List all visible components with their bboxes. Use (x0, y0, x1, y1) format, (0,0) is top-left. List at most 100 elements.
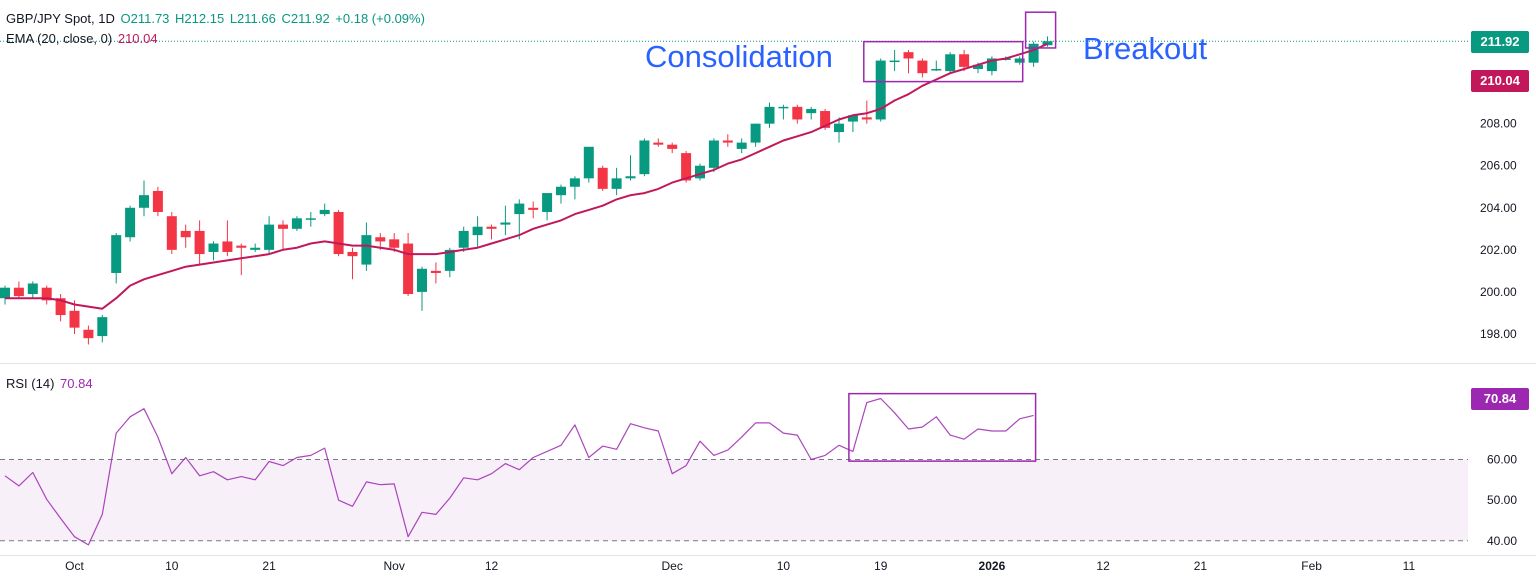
price-tick-label: 204.00 (1480, 201, 1517, 215)
price-tick-label: 200.00 (1480, 285, 1517, 299)
rsi-layer (4, 397, 1034, 546)
candle-body (583, 146, 594, 179)
candle-body (472, 226, 483, 236)
low-value: L211.66 (229, 11, 276, 26)
candle-body (361, 235, 372, 265)
candle-body (542, 193, 553, 212)
candle-body (389, 239, 400, 248)
rsi-line (4, 397, 1034, 546)
candle-body (111, 235, 122, 273)
candle-body (319, 209, 330, 215)
candle-body (708, 140, 719, 168)
candles-layer (0, 36, 1053, 345)
candle-body (403, 243, 414, 295)
price-tick-label: 202.00 (1480, 243, 1517, 257)
candle-body (208, 243, 219, 252)
candle-body (889, 60, 900, 63)
price-legend: GBP/JPY Spot, 1D O211.73 H212.15 L211.66… (6, 11, 427, 26)
change-value: +0.18 (+0.09%) (335, 11, 425, 26)
time-tick-label: 11 (1403, 559, 1416, 573)
candle-body (639, 140, 650, 175)
candle-body (83, 329, 94, 339)
candle-body (152, 190, 163, 212)
candle-body (973, 64, 983, 69)
candle-body (625, 176, 636, 179)
candle-body (528, 207, 539, 210)
rsi-label: RSI (14) (6, 376, 55, 391)
time-tick-label: 21 (262, 559, 276, 573)
candle-body (903, 52, 914, 59)
candle-body (931, 68, 942, 71)
candle-body (0, 287, 10, 299)
candle-body (180, 230, 191, 238)
candle-body (736, 142, 747, 149)
candle-body (13, 287, 24, 297)
time-tick-label: Oct (65, 559, 84, 573)
candle-body (97, 317, 108, 337)
candle-body (986, 58, 997, 72)
time-tick-label: 12 (1096, 559, 1110, 573)
candle-body (945, 54, 956, 72)
price-tick-label: 208.00 (1480, 117, 1517, 131)
candle-body (458, 230, 469, 248)
breakout-box (1024, 11, 1057, 49)
candle-body (430, 270, 441, 273)
candle-body (333, 211, 344, 255)
candle-body (917, 60, 928, 74)
candle-body (1014, 58, 1025, 63)
price-tick-label: 206.00 (1480, 159, 1517, 173)
candle-body (305, 218, 316, 220)
last-price-badge: 211.92 (1471, 31, 1529, 53)
candle-body (264, 224, 275, 250)
ema-legend: EMA (20, close, 0) 210.04 (6, 31, 160, 46)
candle-body (417, 268, 427, 292)
time-tick-label: 2026 (979, 559, 1006, 573)
time-tick-label: Dec (662, 559, 683, 573)
ema-label: EMA (20, close, 0) (6, 31, 113, 46)
candle-body (750, 123, 761, 143)
candle-body (820, 111, 831, 128)
candle-body (236, 245, 247, 248)
time-tick-label: 12 (485, 559, 499, 573)
ema-line (5, 42, 1048, 310)
consolidation-box (863, 40, 1024, 83)
breakout-annotation: Breakout (1083, 31, 1208, 66)
candle-body (55, 298, 66, 316)
time-tick-label: 10 (165, 559, 179, 573)
candle-body (778, 106, 789, 109)
rsi-band (0, 459, 1468, 541)
rsi-tick-label: 50.00 (1487, 493, 1517, 507)
grid-layer (0, 40, 1536, 556)
ema-value: 210.04 (117, 31, 158, 46)
candle-body (569, 178, 580, 187)
candle-body (1028, 43, 1039, 63)
candle-body (667, 144, 678, 149)
time-tick-label: Feb (1301, 559, 1322, 573)
symbol-label: GBP/JPY Spot, 1D (6, 11, 115, 26)
candle-body (486, 226, 497, 229)
rsi-tick-label: 40.00 (1487, 534, 1517, 548)
candle-body (347, 251, 358, 257)
candle-body (194, 230, 205, 255)
candle-body (597, 167, 608, 189)
candle-body (125, 207, 136, 238)
consolidation-annotation: Consolidation (645, 39, 833, 74)
ema-price-badge: 210.04 (1471, 70, 1529, 92)
candle-body (959, 54, 970, 67)
candle-body (1042, 41, 1053, 46)
rsi-value-badge: 70.84 (1471, 388, 1529, 410)
annotation-boxes-layer (848, 11, 1057, 462)
candle-body (41, 287, 52, 301)
candle-body (291, 218, 302, 229)
price-tick-label: 198.00 (1480, 327, 1517, 341)
candle-body (861, 117, 872, 120)
candle-body (278, 224, 288, 229)
candle-body (69, 310, 80, 328)
candle-body (806, 108, 817, 114)
ema-layer (5, 42, 1048, 310)
candle-body (681, 153, 692, 181)
rsi-legend: RSI (14) 70.84 (6, 376, 95, 391)
candle-body (653, 142, 664, 145)
